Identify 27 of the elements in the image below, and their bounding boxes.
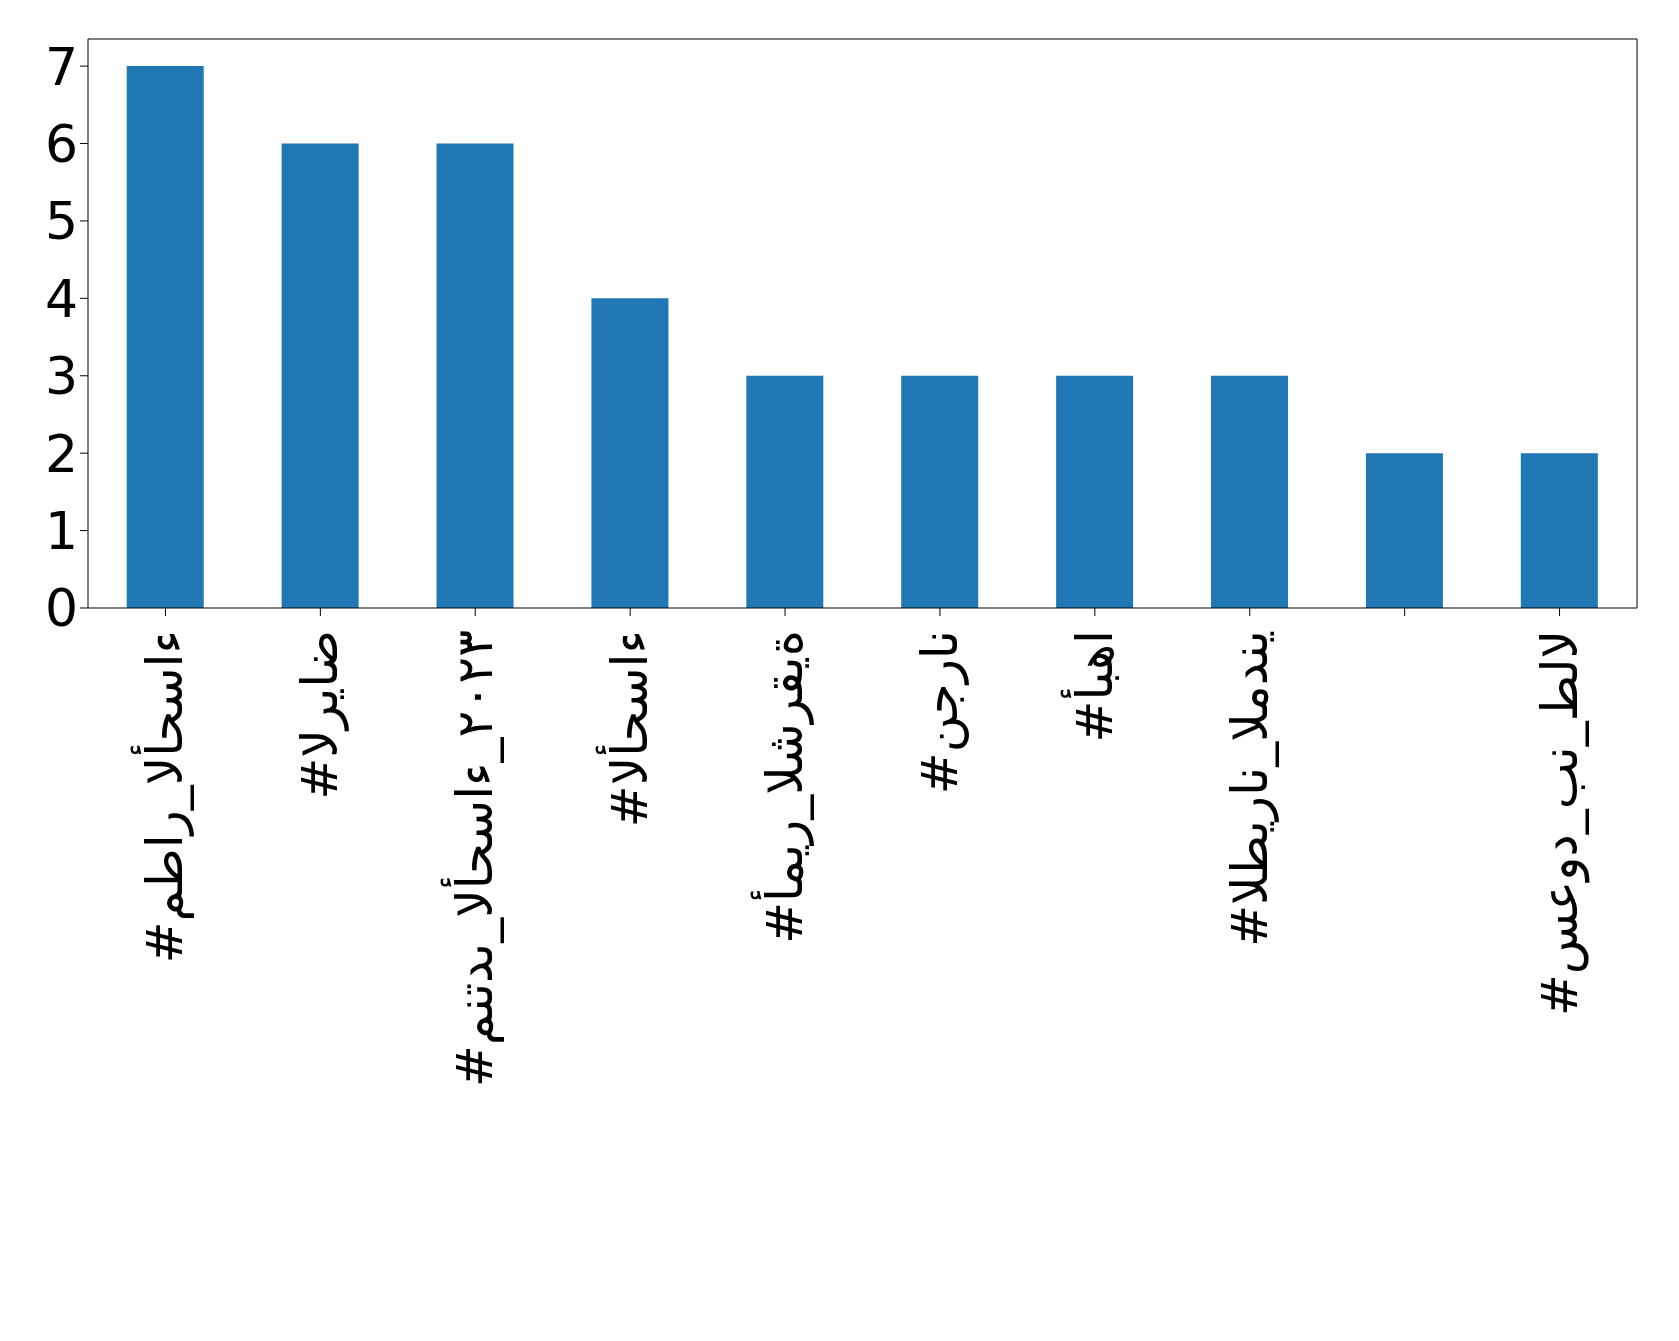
y-tick-label: 7 <box>44 36 78 97</box>
bar <box>746 375 824 608</box>
y-tick-label: 6 <box>44 113 78 174</box>
x-tick-label: #الأحساء <box>595 630 660 828</box>
x-tick-label: #سعود_بن_طلال <box>1530 630 1590 1017</box>
y-tick-label: 5 <box>44 191 78 252</box>
x-tick-label: #أمير_الشرقية <box>750 630 815 944</box>
y-tick-label: 4 <box>44 268 78 329</box>
bar <box>281 143 359 608</box>
bar <box>436 143 514 608</box>
bar <box>1211 375 1289 608</box>
bar <box>1365 453 1443 608</box>
bar <box>1056 375 1134 608</box>
x-tick-label: #الطيران_المدني <box>1220 630 1279 947</box>
y-tick-label: 3 <box>44 346 78 407</box>
x-tick-label: #مطار_الأحساء <box>130 630 195 964</box>
y-tick-label: 0 <box>44 578 78 639</box>
bar <box>126 66 204 608</box>
bar <box>1520 453 1598 608</box>
bar <box>901 375 979 608</box>
x-tick-label: #الرياض <box>291 630 350 800</box>
x-tick-label: #منتدى_الأحساء_٢٠٢٣ <box>440 630 505 1088</box>
bar <box>591 298 669 608</box>
x-tick-label: #أبها <box>1059 630 1124 743</box>
y-tick-label: 1 <box>44 501 78 562</box>
y-tick-label: 2 <box>44 423 78 484</box>
x-tick-label: #نجران <box>910 630 969 795</box>
